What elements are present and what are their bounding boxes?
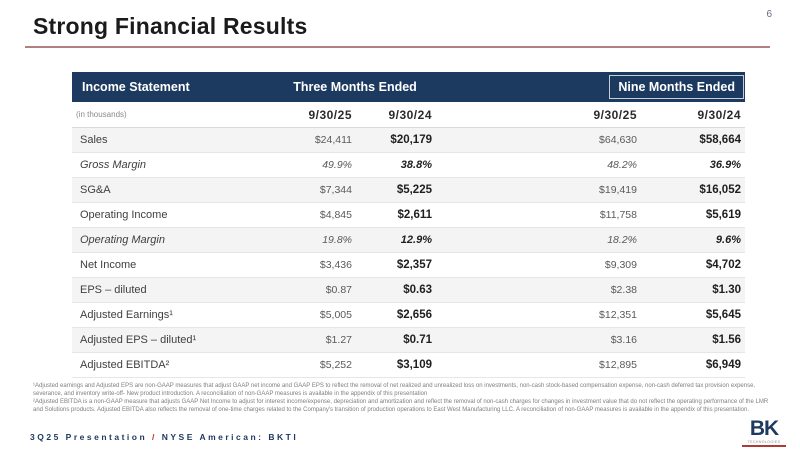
row-value: $5,225 xyxy=(396,184,432,196)
row-value: $1.27 xyxy=(325,334,352,346)
row-value: 38.8% xyxy=(400,159,432,171)
row-value: $7,344 xyxy=(319,184,352,196)
in-thousands-note: (in thousands) xyxy=(76,110,127,119)
row-value: $16,052 xyxy=(699,184,741,196)
row-value: $24,411 xyxy=(314,134,352,146)
footer-bar: 3Q25 Presentation / NYSE American: BKTI xyxy=(0,424,800,450)
row-label: Adjusted EPS – diluted¹ xyxy=(80,334,197,346)
table-row: Sales $24,411 $20,179 $64,630 $58,664 xyxy=(72,128,745,153)
row-label: EPS – diluted xyxy=(80,284,147,296)
row-value: $3.16 xyxy=(610,334,637,346)
row-label: Gross Margin xyxy=(80,159,147,171)
table-subheader-row: (in thousands) 9/30/25 9/30/24 9/30/25 9… xyxy=(72,102,745,128)
row-value: $58,664 xyxy=(699,134,741,146)
footnotes: ¹Adjusted earnings and Adjusted EPS are … xyxy=(33,383,770,415)
row-value: $1.56 xyxy=(712,334,741,346)
row-value: $19,419 xyxy=(599,184,637,196)
header-nine-months-wrap: Nine Months Ended xyxy=(436,75,745,99)
header-income-statement: Income Statement xyxy=(82,80,190,94)
title-underline xyxy=(25,46,770,48)
row-value: $5,252 xyxy=(319,359,352,371)
row-value: $0.63 xyxy=(403,284,432,296)
row-value: $64,630 xyxy=(599,134,637,146)
row-value: 18.2% xyxy=(607,234,637,246)
table-header-bar: Income Statement Three Months Ended Nine… xyxy=(72,72,745,102)
bk-logo-subtext: TECHNOLOGIES xyxy=(747,440,781,444)
row-value: $5,645 xyxy=(705,309,741,321)
date-header-3mo-prior: 9/30/24 xyxy=(388,107,432,122)
date-header-3mo-cur: 9/30/25 xyxy=(308,107,352,122)
row-value: $20,179 xyxy=(390,134,432,146)
row-value: $6,949 xyxy=(705,359,741,371)
row-value: $2.38 xyxy=(610,284,637,296)
row-value: 12.9% xyxy=(400,234,432,246)
row-label: SG&A xyxy=(80,184,111,196)
bk-logo-text: BK xyxy=(749,417,779,441)
row-value: $12,351 xyxy=(599,309,637,321)
row-value: 48.2% xyxy=(607,159,637,171)
row-value: $1.30 xyxy=(712,284,741,296)
table-body: Sales $24,411 $20,179 $64,630 $58,664 Gr… xyxy=(72,128,745,378)
row-value: $2,656 xyxy=(396,309,432,321)
row-label: Net Income xyxy=(80,259,137,271)
row-label: Sales xyxy=(80,134,108,146)
row-value: $9,309 xyxy=(604,259,637,271)
table-row: Adjusted EBITDA² $5,252 $3,109 $12,895 $… xyxy=(72,353,745,378)
bk-logo: BK TECHNOLOGIES xyxy=(742,417,786,447)
table-row: Gross Margin 49.9% 38.8% 48.2% 36.9% xyxy=(72,153,745,178)
row-value: $0.71 xyxy=(403,334,432,346)
table-row: Adjusted Earnings¹ $5,005 $2,656 $12,351… xyxy=(72,303,745,328)
date-header-9mo-prior: 9/30/24 xyxy=(697,107,741,122)
date-header-9mo-cur: 9/30/25 xyxy=(593,107,637,122)
row-value: $12,895 xyxy=(599,359,637,371)
footnote-2: ²Adjusted EBITDA is a non-GAAP measure t… xyxy=(33,398,769,413)
row-value: 49.9% xyxy=(322,159,352,171)
row-value: 19.8% xyxy=(322,234,352,246)
row-value: $2,357 xyxy=(396,259,432,271)
row-value: $5,619 xyxy=(705,209,741,221)
header-three-months-ended: Three Months Ended xyxy=(293,80,417,94)
footnote-1: ¹Adjusted earnings and Adjusted EPS are … xyxy=(33,383,756,397)
row-value: 36.9% xyxy=(709,159,741,171)
row-value: $2,611 xyxy=(397,209,432,221)
row-value: $0.87 xyxy=(325,284,352,296)
footer-presentation-label: 3Q25 Presentation xyxy=(30,432,153,442)
bk-logo-underline xyxy=(742,445,786,447)
row-label: Adjusted Earnings¹ xyxy=(80,309,173,321)
row-value: $11,758 xyxy=(599,209,637,221)
income-statement-table: Income Statement Three Months Ended Nine… xyxy=(72,72,745,378)
row-value: 9.6% xyxy=(715,234,741,246)
table-row: Adjusted EPS – diluted¹ $1.27 $0.71 $3.1… xyxy=(72,328,745,353)
table-row: Operating Income $4,845 $2,611 $11,758 $… xyxy=(72,203,745,228)
row-label: Adjusted EBITDA² xyxy=(80,359,170,371)
row-label: Operating Income xyxy=(80,209,168,221)
header-nine-months-ended: Nine Months Ended xyxy=(609,75,744,99)
row-value: $3,109 xyxy=(396,359,432,371)
table-row: EPS – diluted $0.87 $0.63 $2.38 $1.30 xyxy=(72,278,745,303)
row-value: $5,005 xyxy=(319,309,352,321)
slide-title: Strong Financial Results xyxy=(33,13,308,39)
row-label: Operating Margin xyxy=(80,234,165,246)
table-row: SG&A $7,344 $5,225 $19,419 $16,052 xyxy=(72,178,745,203)
table-row: Operating Margin 19.8% 12.9% 18.2% 9.6% xyxy=(72,228,745,253)
row-value: $3,436 xyxy=(319,259,352,271)
footer-ticker-label: NYSE American: BKTI xyxy=(156,432,299,442)
footer-separator: / xyxy=(152,432,157,442)
row-value: $4,702 xyxy=(705,259,741,271)
page-number: 6 xyxy=(766,9,772,20)
table-row: Net Income $3,436 $2,357 $9,309 $4,702 xyxy=(72,253,745,278)
row-value: $4,845 xyxy=(319,209,352,221)
